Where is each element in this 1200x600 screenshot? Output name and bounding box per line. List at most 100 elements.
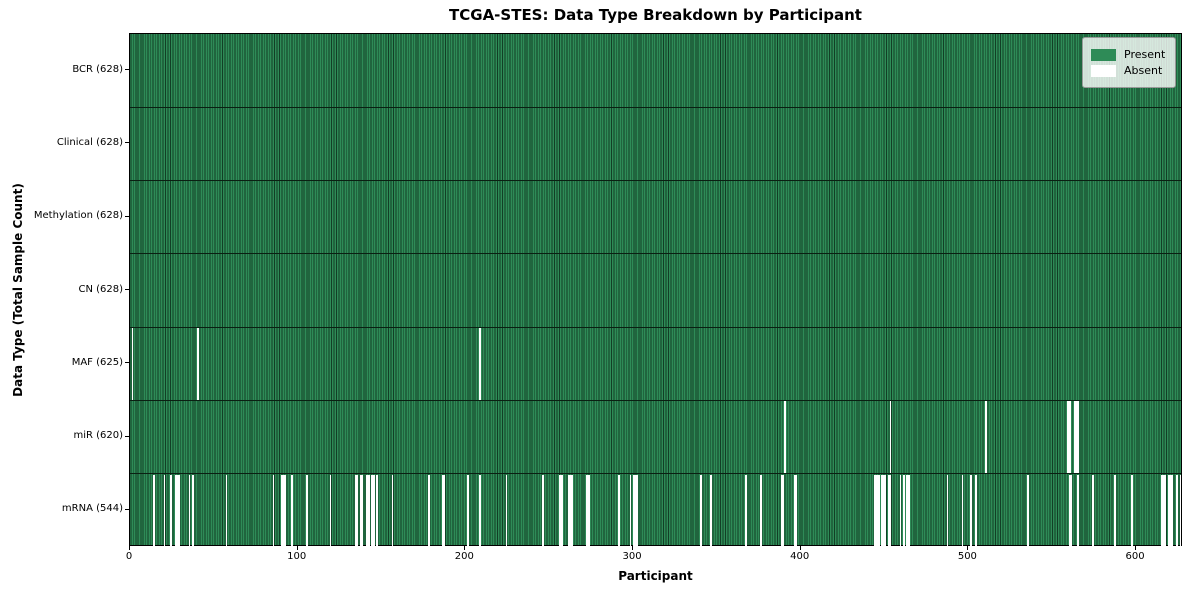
absent-bar-mRNA-616 bbox=[1162, 474, 1165, 547]
absent-bar-mRNA-14 bbox=[153, 474, 156, 547]
ytick-label-CN: CN (628) bbox=[78, 283, 123, 295]
absent-bar-mRNA-273 bbox=[587, 474, 590, 547]
absent-bar-mRNA-300 bbox=[633, 474, 635, 547]
absent-bar-mRNA-92 bbox=[284, 474, 287, 547]
row-separator bbox=[130, 180, 1181, 182]
absent-bar-mRNA-452 bbox=[887, 474, 890, 547]
absent-bar-mRNA-156 bbox=[391, 474, 394, 547]
ytick-label-BCR: BCR (628) bbox=[72, 63, 123, 75]
xtick-mark bbox=[632, 546, 634, 550]
absent-bar-miR-565 bbox=[1077, 401, 1080, 473]
present-swatch-icon bbox=[1091, 48, 1116, 61]
absent-bar-mRNA-134 bbox=[354, 474, 357, 547]
absent-bar-mRNA-459 bbox=[899, 474, 902, 547]
absent-bar-mRNA-24 bbox=[170, 474, 172, 547]
xtick-mark bbox=[296, 546, 298, 550]
absent-bar-miR-560 bbox=[1068, 401, 1071, 473]
absent-bar-mRNA-135 bbox=[356, 474, 359, 547]
absent-bar-mRNA-463 bbox=[906, 474, 909, 547]
absent-bar-mRNA-376 bbox=[760, 474, 763, 547]
absent-bar-mRNA-178 bbox=[428, 474, 431, 547]
ytick-label-mRNA: mRNA (544) bbox=[61, 503, 123, 515]
absent-bar-mRNA-256 bbox=[559, 474, 561, 547]
xtick-label-100: 100 bbox=[287, 551, 307, 562]
absent-bar-miR-559 bbox=[1067, 401, 1070, 473]
absent-bar-mRNA-85 bbox=[272, 474, 275, 547]
legend-label-present: Present bbox=[1124, 48, 1166, 61]
absent-bar-mRNA-389 bbox=[782, 474, 785, 547]
absent-bar-mRNA-186 bbox=[441, 474, 444, 547]
absent-bar-mRNA-257 bbox=[560, 474, 563, 547]
ytick-mark bbox=[125, 289, 129, 290]
absent-bar-mRNA-624 bbox=[1176, 474, 1179, 547]
absent-bar-mRNA-367 bbox=[745, 474, 748, 547]
legend: Present Absent bbox=[1082, 37, 1177, 88]
absent-bar-mRNA-574 bbox=[1092, 474, 1095, 547]
xtick-label-0: 0 bbox=[125, 551, 133, 562]
xtick-label-300: 300 bbox=[622, 551, 642, 562]
absent-bar-mRNA-448 bbox=[881, 474, 883, 547]
absent-bar-miR-453 bbox=[889, 401, 892, 473]
absent-bar-mRNA-137 bbox=[359, 474, 362, 547]
xtick-label-600: 600 bbox=[1125, 551, 1145, 562]
absent-bar-mRNA-187 bbox=[443, 474, 446, 547]
absent-bar-mRNA-560 bbox=[1068, 474, 1071, 547]
ytick-mark bbox=[125, 435, 129, 437]
ytick-mark bbox=[125, 362, 129, 364]
ytick-mark bbox=[125, 508, 129, 510]
absent-bar-mRNA-626 bbox=[1179, 474, 1182, 547]
ytick-label-Methylation: Methylation (628) bbox=[33, 210, 123, 222]
absent-bar-mRNA-141 bbox=[366, 474, 369, 547]
absent-bar-mRNA-142 bbox=[368, 474, 370, 547]
absent-bar-MAF-40 bbox=[197, 327, 199, 400]
absent-bar-mRNA-90 bbox=[280, 474, 283, 547]
absent-bar-mRNA-461 bbox=[902, 474, 905, 547]
absent-bar-miR-564 bbox=[1075, 401, 1078, 473]
absent-bar-mRNA-301 bbox=[634, 474, 637, 547]
absent-bar-miR-563 bbox=[1074, 401, 1076, 473]
absent-bar-mRNA-397 bbox=[795, 474, 798, 547]
absent-bar-mRNA-388 bbox=[780, 474, 783, 547]
absent-bar-mRNA-302 bbox=[636, 474, 639, 547]
legend-item-present: Present bbox=[1091, 48, 1165, 61]
xtick-mark bbox=[129, 546, 130, 550]
x-axis-title: Participant bbox=[618, 569, 693, 583]
absent-bar-mRNA-453 bbox=[889, 474, 892, 547]
absent-bar-mRNA-346 bbox=[710, 474, 712, 547]
absent-bar-mRNA-535 bbox=[1027, 474, 1029, 547]
absent-bar-mRNA-263 bbox=[570, 474, 573, 547]
absent-bar-mRNA-565 bbox=[1077, 474, 1080, 547]
absent-bar-mRNA-145 bbox=[373, 474, 375, 547]
absent-bar-mRNA-291 bbox=[617, 474, 620, 547]
ytick-label-miR: miR (620) bbox=[73, 430, 123, 442]
absent-bar-MAF-208 bbox=[478, 327, 481, 400]
ytick-mark bbox=[125, 69, 129, 71]
absent-bar-mRNA-587 bbox=[1114, 474, 1117, 547]
absent-bar-mRNA-450 bbox=[884, 474, 887, 547]
absent-bar-mRNA-91 bbox=[282, 474, 285, 547]
absent-bar-mRNA-272 bbox=[586, 474, 588, 547]
absent-bar-miR-510 bbox=[985, 401, 987, 473]
absent-bar-mRNA-147 bbox=[376, 474, 379, 547]
row-separator bbox=[130, 399, 1181, 401]
absent-bar-mRNA-20 bbox=[163, 474, 166, 547]
ytick-mark bbox=[125, 215, 129, 217]
absent-bar-mRNA-35 bbox=[188, 474, 191, 547]
chart-title: TCGA-STES: Data Type Breakdown by Partic… bbox=[449, 6, 862, 24]
absent-bar-mRNA-28 bbox=[176, 474, 179, 547]
absent-bar-mRNA-37 bbox=[192, 474, 194, 547]
xtick-label-400: 400 bbox=[790, 551, 810, 562]
legend-label-absent: Absent bbox=[1124, 64, 1163, 77]
absent-swatch-icon bbox=[1091, 64, 1116, 77]
absent-bar-mRNA-449 bbox=[882, 474, 885, 547]
absent-bar-mRNA-119 bbox=[329, 474, 332, 547]
absent-bar-mRNA-615 bbox=[1161, 474, 1163, 547]
absent-bar-mRNA-224 bbox=[505, 474, 508, 547]
ytick-label-Clinical: Clinical (628) bbox=[56, 136, 123, 148]
absent-bar-mRNA-444 bbox=[874, 474, 877, 547]
absent-bar-mRNA-561 bbox=[1070, 474, 1073, 547]
absent-bar-mRNA-464 bbox=[908, 474, 910, 547]
absent-bar-MAF-1 bbox=[131, 327, 134, 400]
absent-bar-mRNA-504 bbox=[975, 474, 977, 547]
